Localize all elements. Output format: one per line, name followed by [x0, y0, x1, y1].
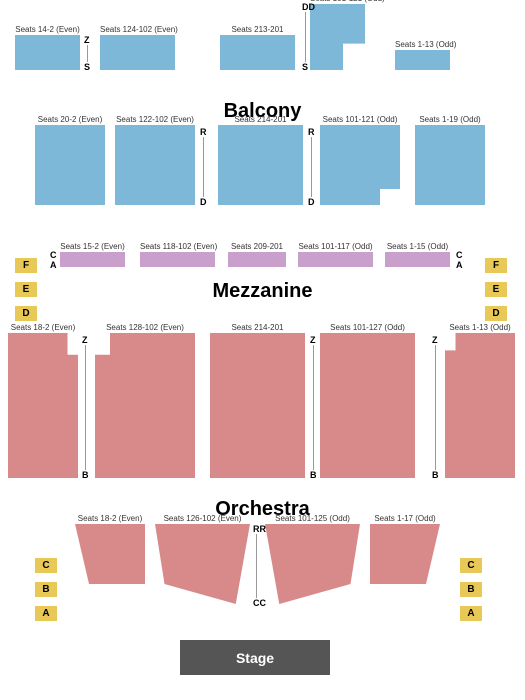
orch-upper-0-block[interactable]: [8, 333, 78, 478]
balcony-upper-marker-right-divider: [305, 12, 306, 62]
orch-sidebox-left-C[interactable]: C: [35, 558, 57, 573]
balcony-upper-marker-right-top: DD: [302, 2, 315, 12]
orch-upper-4-label: Seats 1-13 (Odd): [445, 323, 515, 332]
balcony-upper-marker-left-top: Z: [84, 35, 90, 45]
mezz-0-block[interactable]: [60, 252, 125, 267]
balcony-upper-marker-left-divider: [87, 45, 88, 62]
balcony-lower-marker-left-bottom: D: [200, 197, 207, 207]
orch-sidebox-right-C[interactable]: C: [460, 558, 482, 573]
orch-lower-2-label: Seats 101-125 (Odd): [265, 514, 360, 523]
orch-upper-4-block[interactable]: [445, 333, 515, 478]
mezz-3-label: Seats 101-117 (Odd): [298, 242, 373, 251]
orch-upper-marker-left-divider: [85, 345, 86, 470]
balcony-upper-0-label: Seats 14-2 (Even): [15, 25, 80, 34]
balcony-upper-2-block[interactable]: [220, 35, 295, 70]
orch-sidebox-right-A[interactable]: A: [460, 606, 482, 621]
orch-lower-0-block[interactable]: [75, 524, 145, 584]
balcony-lower-4-block[interactable]: [415, 125, 485, 205]
balcony-upper-3-block[interactable]: [310, 4, 365, 70]
balcony-upper-0-block[interactable]: [15, 35, 80, 70]
balcony-lower-2-block[interactable]: [218, 125, 303, 205]
orch-upper-1-block[interactable]: [95, 333, 195, 478]
orch-lower-0-label: Seats 18-2 (Even): [75, 514, 145, 523]
balcony-upper-4-block[interactable]: [395, 50, 450, 70]
orch-upper-marker-left-top: Z: [82, 335, 88, 345]
balcony-lower-3-label: Seats 101-121 (Odd): [320, 115, 400, 124]
orch-upper-0-label: Seats 18-2 (Even): [8, 323, 78, 332]
orch-upper-3-block[interactable]: [320, 333, 415, 478]
orch-upper-2-block[interactable]: [210, 333, 305, 478]
orch-upper-3-label: Seats 101-127 (Odd): [320, 323, 415, 332]
balcony-upper-1-label: Seats 124-102 (Even): [100, 25, 175, 34]
orch-lower-1-label: Seats 126-102 (Even): [155, 514, 250, 523]
orch-upper-marker-farright-bottom: B: [432, 470, 439, 480]
balcony-lower-marker-left-divider: [203, 137, 204, 197]
mezz-sidebox-left-F[interactable]: F: [15, 258, 37, 273]
mezz-3-block[interactable]: [298, 252, 373, 267]
orch-upper-marker-right-bottom: B: [310, 470, 317, 480]
balcony-upper-1-block[interactable]: [100, 35, 175, 70]
mezzanine-title: Mezzanine: [0, 280, 525, 303]
mezz-2-label: Seats 209-201: [228, 242, 286, 251]
balcony-upper-marker-right-bottom: S: [302, 62, 308, 72]
mezz-sidebox-right-E[interactable]: E: [485, 282, 507, 297]
orch-upper-marker-farright-divider: [435, 345, 436, 470]
orch-lower-marker-center-bottom: CC: [253, 598, 266, 608]
mezz-marker-left-top: C: [50, 250, 57, 260]
balcony-lower-0-block[interactable]: [35, 125, 105, 205]
balcony-lower-marker-right-divider: [311, 137, 312, 197]
orch-lower-3-block[interactable]: [370, 524, 440, 584]
orch-lower-3-label: Seats 1-17 (Odd): [370, 514, 440, 523]
mezz-4-label: Seats 1-15 (Odd): [385, 242, 450, 251]
balcony-lower-marker-right-top: R: [308, 127, 315, 137]
balcony-lower-1-label: Seats 122-102 (Even): [115, 115, 195, 124]
balcony-lower-3-block[interactable]: [320, 125, 400, 205]
orch-upper-marker-right-top: Z: [310, 335, 316, 345]
balcony-upper-3-label: Seats 101-121 (Odd): [310, 0, 365, 3]
orch-upper-2-label: Seats 214-201: [210, 323, 305, 332]
balcony-lower-marker-right-bottom: D: [308, 197, 315, 207]
mezz-0-label: Seats 15-2 (Even): [60, 242, 125, 251]
mezz-1-label: Seats 118-102 (Even): [140, 242, 215, 251]
orch-lower-marker-center-top: RR: [253, 524, 266, 534]
orch-lower-marker-center-divider: [256, 534, 257, 598]
mezz-sidebox-right-F[interactable]: F: [485, 258, 507, 273]
stage-block: Stage: [180, 640, 330, 675]
balcony-lower-marker-left-top: R: [200, 127, 207, 137]
balcony-upper-4-label: Seats 1-13 (Odd): [395, 40, 450, 49]
mezz-sidebox-left-E[interactable]: E: [15, 282, 37, 297]
orch-sidebox-right-B[interactable]: B: [460, 582, 482, 597]
balcony-lower-2-label: Seats 214-201: [218, 115, 303, 124]
orch-lower-2-block[interactable]: [265, 524, 360, 604]
mezz-4-block[interactable]: [385, 252, 450, 267]
balcony-lower-4-label: Seats 1-19 (Odd): [415, 115, 485, 124]
mezz-marker-right-bottom: A: [456, 260, 463, 270]
mezz-marker-left-bottom: A: [50, 260, 57, 270]
orch-upper-1-label: Seats 128-102 (Even): [95, 323, 195, 332]
mezz-sidebox-right-D[interactable]: D: [485, 306, 507, 321]
mezz-2-block[interactable]: [228, 252, 286, 267]
balcony-upper-marker-left-bottom: S: [84, 62, 90, 72]
orch-sidebox-left-A[interactable]: A: [35, 606, 57, 621]
mezz-1-block[interactable]: [140, 252, 215, 267]
orch-upper-marker-farright-top: Z: [432, 335, 438, 345]
orch-upper-marker-left-bottom: B: [82, 470, 89, 480]
orch-upper-marker-right-divider: [313, 345, 314, 470]
orch-sidebox-left-B[interactable]: B: [35, 582, 57, 597]
orch-lower-1-block[interactable]: [155, 524, 250, 604]
balcony-upper-2-label: Seats 213-201: [220, 25, 295, 34]
mezz-sidebox-left-D[interactable]: D: [15, 306, 37, 321]
balcony-lower-1-block[interactable]: [115, 125, 195, 205]
balcony-lower-0-label: Seats 20-2 (Even): [35, 115, 105, 124]
mezz-marker-right-top: C: [456, 250, 463, 260]
